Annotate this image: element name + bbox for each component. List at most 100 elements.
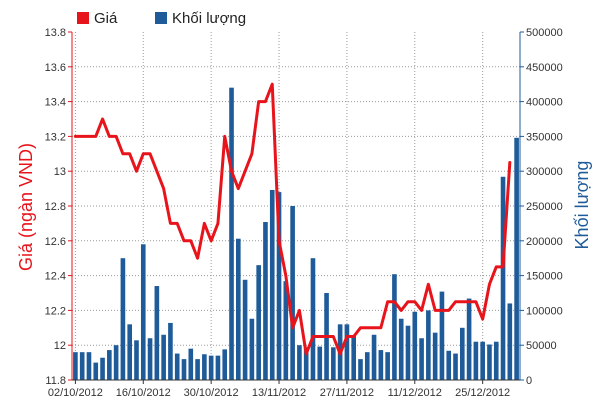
volume-bar (514, 137, 519, 380)
volume-bar (188, 348, 194, 380)
volume-bar (392, 274, 397, 380)
volume-bar (242, 279, 248, 380)
volume-bar (276, 192, 282, 380)
volume-bar (493, 341, 499, 380)
volume-bar (351, 336, 357, 380)
y-left-tick-label: 13.6 (45, 62, 66, 74)
volume-bar (405, 325, 411, 380)
y-right-tick-label: 250000 (526, 201, 563, 213)
x-tick-label: 02/10/2012 (48, 387, 103, 399)
volume-bar (107, 350, 112, 380)
y-right-tick-label: 300000 (526, 166, 563, 178)
volume-bar (364, 352, 370, 380)
y-right-tick-label: 350000 (526, 131, 563, 143)
x-tick-label: 25/12/2012 (455, 387, 510, 399)
volume-bar (202, 354, 207, 380)
y-left-tick-label: 12.4 (45, 271, 66, 283)
price-line (73, 82, 512, 356)
x-tick-label: 27/11/2012 (320, 387, 374, 399)
volume-bar (215, 355, 221, 380)
volume-bar (487, 344, 492, 380)
y-right-tick-label: 0 (526, 375, 532, 387)
volume-bar (168, 322, 173, 380)
volume-bar (480, 341, 485, 380)
legend-label-volume: Khối lượng (172, 10, 246, 27)
volume-bar (385, 352, 390, 380)
volume-bar (100, 357, 105, 380)
y-left-axis-title: Giá (ngàn VND) (16, 143, 36, 271)
volume-bar (473, 341, 479, 380)
y-left-tick-label: 11.8 (45, 375, 66, 387)
y-left-tick-label: 12.6 (45, 236, 66, 248)
volume-bar (371, 334, 377, 380)
x-tick-label: 11/12/2012 (388, 387, 442, 399)
plot-area (72, 32, 520, 380)
volume-bar (303, 347, 309, 380)
volume-bar (256, 265, 261, 380)
volume-bar (147, 338, 153, 380)
legend-swatch-price (77, 12, 89, 24)
x-tick-label: 30/10/2012 (184, 387, 239, 399)
volume-bar (73, 352, 78, 380)
legend: Giá Khối lượng (77, 10, 246, 27)
y-right-tick-label: 450000 (526, 62, 563, 74)
volume-bar (426, 310, 431, 380)
volume-bar (222, 349, 228, 380)
volume-bar (297, 345, 302, 380)
volume-bar (181, 359, 187, 380)
volume-bar (140, 244, 146, 380)
y-left-tick-label: 12 (54, 340, 66, 352)
volume-bar (466, 298, 472, 380)
volume-bar (439, 291, 445, 380)
volume-bar (446, 350, 452, 380)
y-right-tick-label: 200000 (526, 236, 563, 248)
x-tick-label: 13/11/2012 (252, 387, 306, 399)
volume-bar (174, 353, 180, 380)
legend-swatch-volume (155, 12, 167, 24)
y-left-tick-label: 12.8 (45, 201, 66, 213)
y-left-tick-label: 13 (54, 166, 66, 178)
volume-bar (195, 359, 200, 380)
grid (72, 32, 520, 380)
volume-bar (263, 222, 268, 380)
volume-bar (79, 352, 85, 380)
volume-bar (229, 87, 234, 381)
volume-bar (283, 281, 289, 380)
volume-bar (398, 318, 404, 380)
volume-bar (432, 332, 438, 380)
y-left-tick-label: 13.4 (45, 97, 66, 109)
axes: 11.8 12 12.2 12.4 12.6 12.8 13 13.2 13.4 13.6 13.8… (45, 27, 563, 399)
volume-bar (127, 324, 133, 380)
y-left-tick-label: 12.2 (45, 305, 66, 317)
legend-label-price: Giá (94, 10, 118, 27)
volume-bar (507, 303, 513, 380)
volume-bar (93, 362, 99, 380)
volume-bar (419, 338, 424, 380)
volume-bar (460, 327, 465, 380)
y-left-tick-label: 13.8 (45, 27, 66, 39)
y-right-tick-label: 500000 (526, 27, 563, 39)
x-tick-label: 16/10/2012 (116, 387, 171, 399)
volume-bar (378, 350, 384, 380)
volume-bar (269, 189, 275, 380)
volume-bar (358, 359, 363, 380)
volume-bar (161, 334, 166, 380)
volume-bar (500, 176, 506, 380)
y-right-tick-label: 50000 (526, 340, 557, 352)
price-line-group (73, 82, 512, 356)
y-right-tick-label: 100000 (526, 305, 563, 317)
y-left-tick-label: 13.2 (45, 131, 66, 143)
volume-bar (113, 345, 119, 380)
volume-bar (290, 206, 295, 380)
volume-bar (134, 340, 139, 380)
volume-bar (317, 346, 323, 380)
volume-bar (86, 352, 92, 380)
volume-bar (310, 258, 316, 380)
volume-bar (412, 311, 418, 380)
volume-bars (73, 87, 519, 381)
y-right-tick-label: 150000 (526, 271, 563, 283)
volume-bar (249, 318, 255, 380)
volume-bar (453, 353, 458, 380)
y-right-axis-title: Khối lượng (572, 161, 592, 250)
